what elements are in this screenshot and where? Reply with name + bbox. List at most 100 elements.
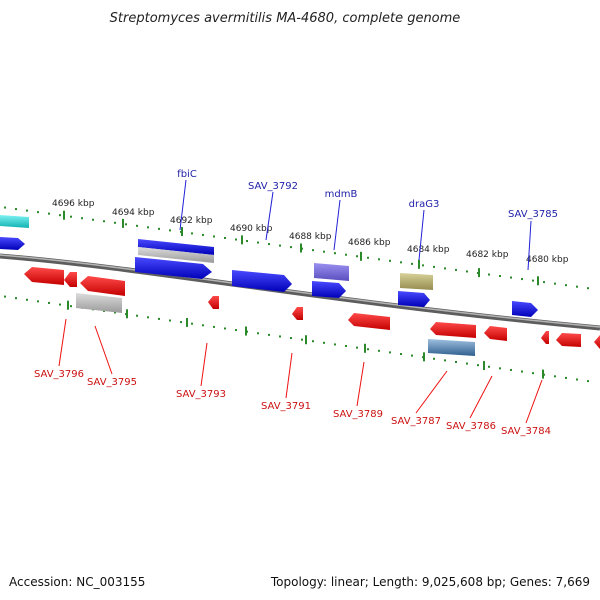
scale-dot — [180, 321, 182, 324]
scale-dot — [81, 217, 83, 220]
scale-dot — [378, 349, 380, 352]
scale-label: 4686 kbp — [348, 238, 391, 248]
gene-feature-SAV_3787[interactable] — [430, 322, 476, 338]
scale-dot — [279, 244, 281, 247]
gene-label-SAV_3787[interactable]: SAV_3787 — [391, 416, 441, 427]
scale-major-tick — [418, 259, 420, 269]
scale-dot — [312, 249, 314, 252]
gene-label-mdmB[interactable]: mdmB — [325, 189, 358, 200]
gene-feature[interactable] — [312, 281, 346, 298]
gene-feature[interactable] — [135, 257, 212, 279]
scale-label: 4684 kbp — [407, 245, 450, 255]
scale-dot — [257, 332, 259, 335]
gene-label-SAV_3791[interactable]: SAV_3791 — [261, 401, 311, 412]
gene-feature-SAV_3796[interactable] — [24, 267, 64, 285]
gene-feature-SAV_3793[interactable] — [208, 296, 219, 309]
scale-dot — [334, 252, 336, 255]
gene-feature-fbiC-shadow[interactable] — [138, 247, 214, 263]
scale-label: 4690 kbp — [230, 224, 273, 234]
scale-dot — [554, 375, 556, 378]
gene-feature-SAV_3787-steel[interactable] — [428, 339, 475, 356]
scale-dot — [70, 305, 72, 308]
scale-dot — [191, 232, 193, 235]
gene-label-fbiC[interactable]: fbiC — [177, 169, 197, 180]
scale-dot — [202, 324, 204, 327]
scale-dot — [114, 221, 116, 224]
scale-dot — [37, 211, 39, 214]
gene-feature-cyan[interactable] — [0, 215, 29, 228]
gene-feature-fbiC[interactable] — [138, 239, 214, 255]
scale-dot — [103, 220, 105, 223]
top-gene-labels: fbiC SAV_3792 mdmB draG3 SAV_3785 — [177, 169, 558, 220]
gene-feature-SAV_3784[interactable] — [556, 333, 581, 347]
gene-feature-SAV_3791[interactable] — [292, 307, 303, 320]
scale-dot — [279, 335, 281, 338]
scale-dot — [576, 378, 578, 381]
scale-dot — [455, 268, 457, 271]
gene-label-SAV_3796[interactable]: SAV_3796 — [34, 369, 84, 380]
scale-dot — [312, 340, 314, 343]
gene-feature[interactable] — [541, 331, 549, 344]
gene-feature[interactable] — [64, 272, 77, 287]
scale-major-tick — [122, 218, 124, 228]
scale-dot — [235, 329, 237, 332]
scale-dot — [290, 246, 292, 249]
scale-dot — [26, 298, 28, 301]
scale-dot — [466, 270, 468, 273]
bottom-gene-labels: SAV_3796 SAV_3795 SAV_3793 SAV_3791 SAV_… — [34, 369, 551, 437]
scale-dot — [554, 282, 556, 285]
scale-dot — [521, 370, 523, 373]
scale-dot — [290, 337, 292, 340]
scale-dot — [246, 240, 248, 243]
scale-dot — [356, 346, 358, 349]
gene-feature-SAV_3785[interactable] — [512, 301, 538, 317]
scale-dot — [411, 354, 413, 357]
gene-feature-SAV_3795-gray[interactable] — [76, 293, 122, 313]
scale-dot — [125, 223, 127, 226]
gene-feature-draG3[interactable] — [400, 273, 433, 290]
gene-label-SAV_3789[interactable]: SAV_3789 — [333, 409, 383, 420]
scale-major-tick — [300, 243, 302, 253]
gene-feature[interactable] — [594, 335, 600, 349]
scale-dot — [411, 262, 413, 265]
scale-dot — [4, 206, 6, 209]
gene-label-SAV_3785[interactable]: SAV_3785 — [508, 209, 558, 220]
scale-dot — [466, 362, 468, 365]
scale-major-tick — [542, 369, 544, 379]
scale-dot — [532, 372, 534, 375]
scale-dot — [323, 341, 325, 344]
gene-label-SAV_3795[interactable]: SAV_3795 — [87, 377, 137, 388]
scale-dot — [378, 258, 380, 261]
scale-major-tick — [181, 227, 183, 237]
gene-feature-SAV_3786[interactable] — [484, 326, 507, 341]
scale-tracks — [4, 206, 589, 383]
gene-feature-SAV_3792[interactable] — [232, 270, 292, 292]
scale-label: 4680 kbp — [526, 255, 569, 265]
gene-label-SAV_3793[interactable]: SAV_3793 — [176, 389, 226, 400]
gene-feature-SAV_3795[interactable] — [80, 276, 125, 296]
scale-dot — [191, 322, 193, 325]
gene-feature-SAV_3789[interactable] — [348, 313, 390, 330]
scale-dot — [70, 215, 72, 218]
scale-major-tick — [478, 268, 480, 278]
gene-label-SAV_3792[interactable]: SAV_3792 — [248, 181, 298, 192]
gene-feature[interactable] — [398, 291, 430, 307]
scale-dot — [158, 317, 160, 320]
gene-feature-mdmB[interactable] — [314, 263, 349, 281]
gene-label-SAV_3784[interactable]: SAV_3784 — [501, 426, 551, 437]
scale-label: 4696 kbp — [52, 199, 95, 209]
gene-feature[interactable] — [0, 237, 25, 250]
scale-dot — [59, 214, 61, 217]
reverse-strand-features — [24, 267, 600, 356]
scale-dot — [422, 264, 424, 267]
scale-dot — [510, 368, 512, 371]
gene-label-draG3[interactable]: draG3 — [409, 199, 440, 210]
scale-dot — [48, 212, 50, 215]
scale-major-tick — [537, 276, 539, 286]
scale-dot — [37, 300, 39, 303]
gene-label-SAV_3786[interactable]: SAV_3786 — [446, 421, 496, 432]
scale-dot — [213, 325, 215, 328]
scale-dot — [356, 255, 358, 258]
